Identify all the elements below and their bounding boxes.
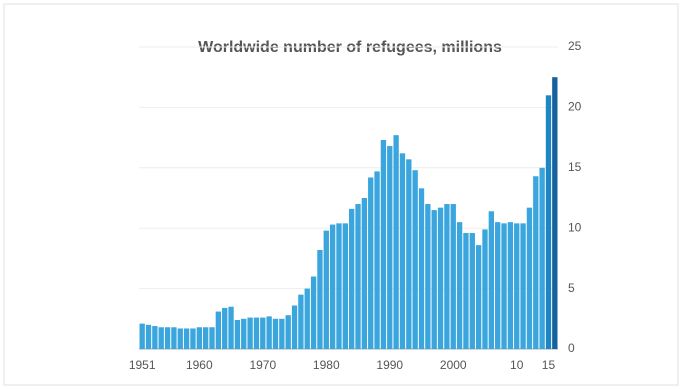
bar (234, 320, 241, 349)
bar (444, 204, 450, 349)
y-tick-label: 5 (568, 281, 575, 295)
bar (196, 327, 202, 349)
bar (368, 177, 374, 349)
bar (501, 223, 507, 349)
x-tick-label: 10 (510, 358, 524, 372)
bar (482, 229, 488, 349)
bar (336, 223, 342, 349)
bar (241, 318, 247, 349)
bar (393, 135, 399, 349)
x-tick-label: 2000 (440, 358, 467, 372)
bar (164, 327, 171, 349)
x-tick-label: 1980 (313, 358, 340, 372)
bar (507, 222, 514, 349)
bar (158, 327, 164, 349)
bar (145, 324, 152, 349)
x-tick-label: 1970 (249, 358, 276, 372)
bar (310, 276, 317, 349)
bar (425, 204, 431, 349)
bar (266, 316, 272, 349)
bar (171, 327, 177, 349)
bar (450, 204, 456, 349)
bar (475, 245, 482, 349)
bar (545, 95, 552, 349)
y-tick-label: 10 (568, 220, 582, 234)
bar (323, 230, 329, 349)
y-tick-label: 0 (568, 341, 575, 355)
bar (317, 249, 323, 349)
bar (469, 233, 475, 349)
bar (190, 328, 196, 349)
x-tick-label: 1990 (376, 358, 403, 372)
bar (253, 317, 260, 349)
bar (399, 153, 406, 349)
bar (279, 318, 285, 349)
x-tick-label: 1960 (186, 358, 213, 372)
bar (418, 188, 425, 349)
bar (495, 222, 501, 349)
x-tick-label: 15 (542, 358, 556, 372)
bar (272, 318, 279, 349)
y-tick-label: 15 (568, 160, 582, 174)
bar (215, 311, 222, 349)
bar (177, 328, 183, 349)
y-tick-label: 20 (568, 100, 582, 114)
bar (514, 223, 520, 349)
bar (431, 210, 437, 349)
bar (291, 305, 298, 349)
bar (456, 222, 463, 349)
bar (387, 146, 393, 349)
bar (304, 288, 310, 349)
bar (260, 317, 266, 349)
bar (222, 307, 228, 349)
bar (539, 167, 545, 349)
bar (437, 207, 444, 349)
bar (285, 315, 291, 349)
bar (298, 294, 304, 349)
y-tick-label: 25 (568, 39, 582, 53)
x-tick-label: 1951 (129, 358, 156, 372)
bar (209, 327, 215, 349)
bar (183, 328, 190, 349)
bar (374, 171, 380, 349)
bar (349, 208, 355, 349)
bar (329, 224, 336, 349)
bar (380, 140, 387, 349)
bar (361, 198, 368, 349)
bar (406, 159, 412, 349)
bar (526, 207, 533, 349)
bar (488, 211, 495, 349)
bar (520, 223, 526, 349)
bar (463, 233, 469, 349)
bar (342, 223, 348, 349)
bar (552, 77, 558, 349)
bar (247, 317, 253, 349)
chart-title: Worldwide number of refugees, millions (198, 39, 502, 56)
bar (139, 323, 145, 349)
bar (152, 326, 158, 349)
bar (202, 327, 209, 349)
bar (355, 204, 361, 349)
bar (228, 306, 234, 349)
bar (533, 176, 539, 349)
bar (412, 170, 418, 349)
